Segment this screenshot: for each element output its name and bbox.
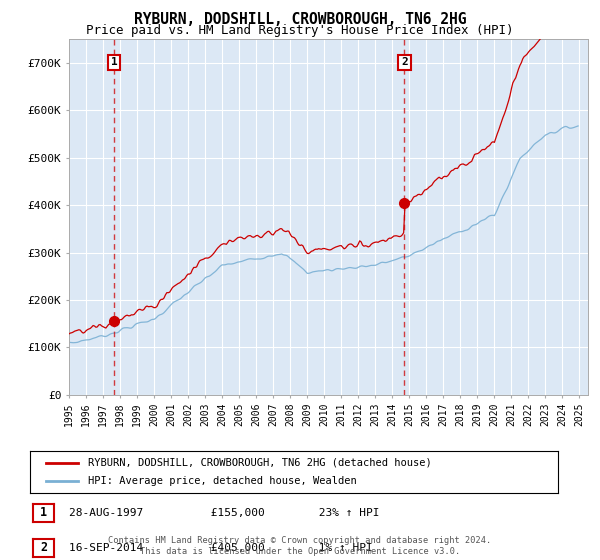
Text: 1: 1 [111,57,118,67]
Text: 1: 1 [40,506,47,520]
Text: RYBURN, DODSHILL, CROWBOROUGH, TN6 2HG (detached house): RYBURN, DODSHILL, CROWBOROUGH, TN6 2HG (… [88,458,432,468]
Text: HPI: Average price, detached house, Wealden: HPI: Average price, detached house, Weal… [88,476,357,486]
Text: Contains HM Land Registry data © Crown copyright and database right 2024.
This d: Contains HM Land Registry data © Crown c… [109,536,491,556]
Text: RYBURN, DODSHILL, CROWBOROUGH, TN6 2HG: RYBURN, DODSHILL, CROWBOROUGH, TN6 2HG [134,12,466,27]
Text: 16-SEP-2014          £405,000        1% ↑ HPI: 16-SEP-2014 £405,000 1% ↑ HPI [69,543,373,553]
Text: Price paid vs. HM Land Registry's House Price Index (HPI): Price paid vs. HM Land Registry's House … [86,24,514,36]
Text: 2: 2 [40,541,47,554]
Text: 28-AUG-1997          £155,000        23% ↑ HPI: 28-AUG-1997 £155,000 23% ↑ HPI [69,508,380,518]
Text: 2: 2 [401,57,408,67]
